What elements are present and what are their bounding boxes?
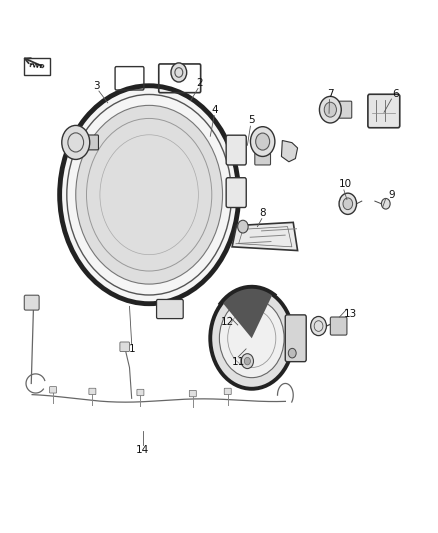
FancyBboxPatch shape — [368, 94, 400, 128]
Circle shape — [238, 220, 248, 233]
Circle shape — [251, 127, 275, 157]
FancyBboxPatch shape — [189, 390, 196, 397]
FancyBboxPatch shape — [120, 342, 130, 352]
Circle shape — [76, 106, 223, 284]
Text: 1: 1 — [128, 344, 135, 354]
Circle shape — [62, 125, 90, 159]
FancyBboxPatch shape — [137, 389, 144, 395]
Circle shape — [219, 299, 284, 378]
FancyBboxPatch shape — [285, 315, 306, 362]
FancyBboxPatch shape — [226, 135, 246, 165]
Circle shape — [244, 358, 251, 365]
Text: FWD: FWD — [28, 63, 45, 70]
Text: 2: 2 — [196, 78, 203, 88]
Circle shape — [171, 63, 187, 82]
Circle shape — [58, 84, 240, 306]
FancyBboxPatch shape — [224, 388, 231, 394]
FancyBboxPatch shape — [86, 135, 99, 150]
Circle shape — [324, 102, 336, 117]
FancyBboxPatch shape — [226, 177, 246, 207]
Wedge shape — [222, 287, 273, 338]
FancyBboxPatch shape — [156, 300, 183, 319]
Polygon shape — [232, 222, 297, 251]
Text: 9: 9 — [388, 190, 395, 200]
FancyBboxPatch shape — [255, 154, 271, 165]
Circle shape — [256, 133, 270, 150]
Polygon shape — [282, 141, 297, 162]
Circle shape — [311, 317, 326, 336]
Text: 13: 13 — [343, 309, 357, 319]
Circle shape — [381, 198, 390, 209]
Circle shape — [343, 198, 353, 209]
Text: 12: 12 — [221, 317, 234, 327]
Circle shape — [319, 96, 341, 123]
FancyBboxPatch shape — [49, 386, 57, 393]
Circle shape — [339, 193, 357, 214]
Text: 14: 14 — [136, 445, 149, 455]
Text: 5: 5 — [248, 115, 255, 125]
FancyBboxPatch shape — [89, 388, 96, 394]
Text: 4: 4 — [211, 104, 218, 115]
Text: 3: 3 — [93, 81, 100, 91]
Circle shape — [241, 354, 254, 368]
FancyBboxPatch shape — [330, 317, 347, 335]
Text: 11: 11 — [232, 357, 245, 367]
Text: 7: 7 — [327, 88, 334, 99]
FancyBboxPatch shape — [24, 295, 39, 310]
Text: 8: 8 — [259, 208, 266, 219]
Text: 6: 6 — [392, 88, 399, 99]
Circle shape — [288, 349, 296, 358]
Circle shape — [210, 288, 293, 389]
Text: 10: 10 — [339, 179, 352, 189]
FancyBboxPatch shape — [339, 101, 352, 118]
